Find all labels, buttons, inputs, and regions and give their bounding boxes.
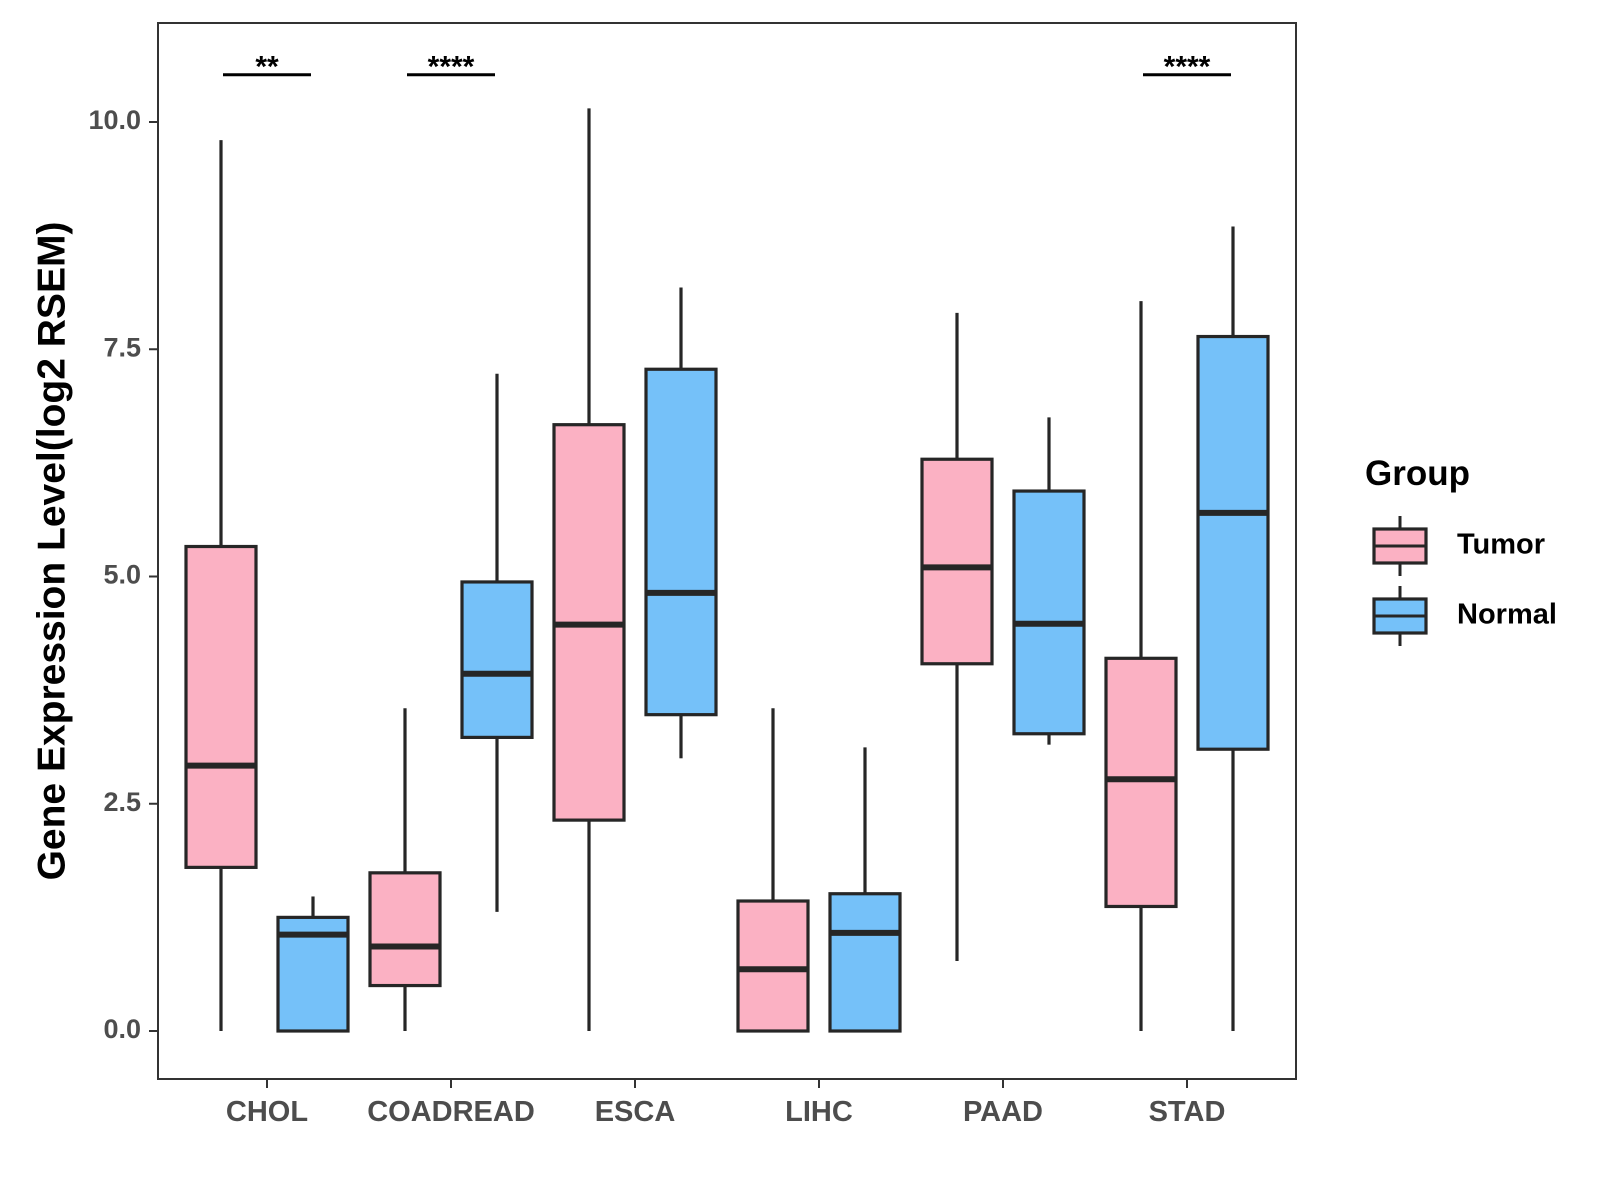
legend-key-tumor xyxy=(1372,516,1428,576)
box-tumor-lihc xyxy=(736,708,810,1033)
box-body xyxy=(1104,656,1178,909)
x-axis: CHOL COADREAD ESCA LIHC PAAD STAD xyxy=(226,1079,1225,1128)
legend-title: Group xyxy=(1365,454,1470,493)
significance-label: **** xyxy=(1164,51,1211,84)
box-body xyxy=(460,580,534,739)
y-tick-label: 2.5 xyxy=(103,787,141,817)
significance-layer: ** **** **** xyxy=(223,51,1231,84)
box-body xyxy=(644,367,718,717)
box-layer xyxy=(184,108,1270,1033)
legend-label-normal: Normal xyxy=(1457,599,1557,631)
box-normal-lihc xyxy=(828,747,902,1033)
y-tick-label: 7.5 xyxy=(103,332,141,362)
significance-label: **** xyxy=(428,51,475,84)
significance-label: ** xyxy=(255,51,279,84)
y-axis: 0.0 2.5 5.0 7.5 10.0 xyxy=(88,105,158,1044)
legend: Group Tumor Normal xyxy=(1365,454,1557,646)
x-tick-label: LIHC xyxy=(785,1096,853,1128)
box-body xyxy=(828,892,902,1033)
y-tick-label: 10.0 xyxy=(88,105,141,135)
box-body xyxy=(368,871,442,988)
box-normal-stad xyxy=(1196,226,1270,1031)
box-tumor-esca xyxy=(552,108,626,1031)
x-tick-label: ESCA xyxy=(595,1096,676,1128)
box-body xyxy=(736,899,810,1033)
x-tick-label: PAAD xyxy=(963,1096,1043,1128)
x-tick-label: COADREAD xyxy=(367,1096,535,1128)
y-tick-label: 0.0 xyxy=(103,1014,141,1044)
box-normal-coadread xyxy=(460,373,534,912)
box-normal-paad xyxy=(1012,417,1086,745)
y-tick-label: 5.0 xyxy=(103,560,141,590)
box-body xyxy=(1196,334,1270,751)
x-tick-label: CHOL xyxy=(226,1096,308,1128)
box-tumor-stad xyxy=(1104,301,1178,1031)
x-tick-label: STAD xyxy=(1149,1096,1226,1128)
legend-label-tumor: Tumor xyxy=(1457,529,1545,561)
legend-key-normal xyxy=(1372,586,1428,646)
box-body xyxy=(184,544,258,869)
box-normal-chol xyxy=(276,896,350,1033)
box-tumor-chol xyxy=(184,140,258,1031)
y-axis-title: Gene Expression Level(log2 RSEM) xyxy=(30,222,73,881)
box-body xyxy=(1012,489,1086,736)
box-tumor-paad xyxy=(920,312,994,962)
box-body xyxy=(920,457,994,666)
box-normal-esca xyxy=(644,287,718,759)
box-tumor-coadread xyxy=(368,708,442,1031)
